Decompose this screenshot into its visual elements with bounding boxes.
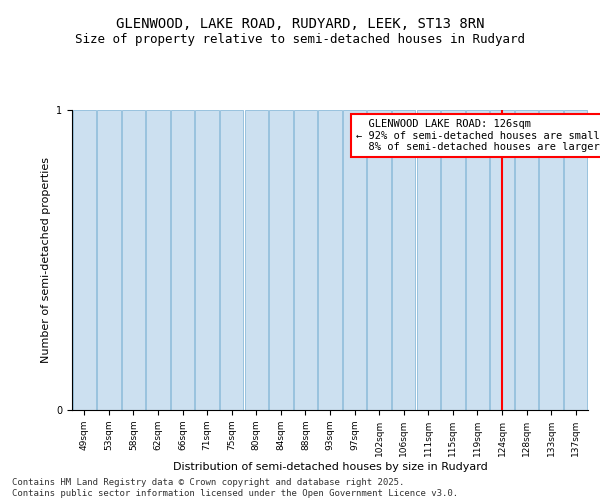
Bar (196, 110, 219, 410)
Bar (343, 110, 366, 410)
Text: GLENWOOD, LAKE ROAD, RUDYARD, LEEK, ST13 8RN: GLENWOOD, LAKE ROAD, RUDYARD, LEEK, ST13… (116, 18, 484, 32)
Y-axis label: Number of semi-detached properties: Number of semi-detached properties (41, 157, 50, 363)
Text: Contains HM Land Registry data © Crown copyright and database right 2025.
Contai: Contains HM Land Registry data © Crown c… (12, 478, 458, 498)
Bar (416, 110, 440, 410)
X-axis label: Distribution of semi-detached houses by size in Rudyard: Distribution of semi-detached houses by … (173, 462, 487, 471)
Bar (220, 110, 244, 410)
Text: Size of property relative to semi-detached houses in Rudyard: Size of property relative to semi-detach… (75, 32, 525, 46)
Bar (269, 110, 293, 410)
Bar (146, 110, 170, 410)
Bar (245, 110, 268, 410)
Bar (441, 110, 464, 410)
Text: GLENWOOD LAKE ROAD: 126sqm
← 92% of semi-detached houses are smaller (11)
  8% o: GLENWOOD LAKE ROAD: 126sqm ← 92% of semi… (356, 119, 600, 152)
Bar (539, 110, 563, 410)
Bar (97, 110, 121, 410)
Bar (367, 110, 391, 410)
Bar (515, 110, 538, 410)
Bar (564, 110, 587, 410)
Bar (490, 110, 514, 410)
Bar (392, 110, 415, 410)
Bar (122, 110, 145, 410)
Bar (171, 110, 194, 410)
Bar (73, 110, 96, 410)
Bar (466, 110, 489, 410)
Bar (319, 110, 341, 410)
Bar (294, 110, 317, 410)
